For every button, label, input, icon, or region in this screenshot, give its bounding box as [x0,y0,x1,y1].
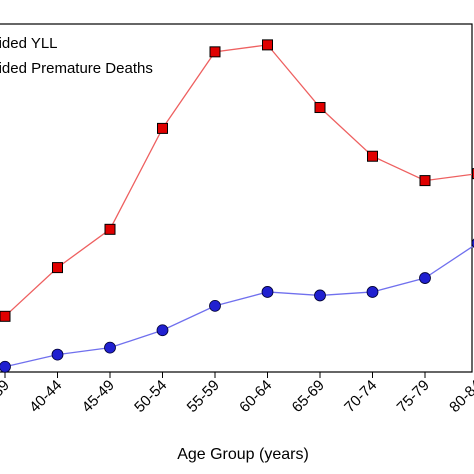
data-point-square [419,175,431,187]
data-point-square [104,223,116,235]
data-point-square [0,310,11,322]
data-point-square [52,262,63,274]
legend: Avoided YLL Avoided Premature Deaths [0,35,153,77]
x-tick-label-65-69: 65-69 [289,377,328,416]
data-point-circle [104,341,116,354]
data-point-circle [314,289,326,302]
data-point-square [472,168,474,180]
plot-frame [0,23,473,373]
x-axis-ticks [4,372,426,378]
legend-label-0: Avoided YLL [0,35,58,52]
data-point-square [367,150,378,162]
x-tick-label-50-54: 50-54 [131,377,170,416]
data-point-circle [419,272,431,284]
x-tick-label-55-59: 55-59 [184,377,223,416]
series-line-1 [4,44,474,317]
data-point-circle [261,286,274,298]
legend-label-1: Avoided Premature Deaths [0,60,153,77]
data-point-circle [51,348,64,361]
series-line-0 [4,244,474,368]
x-axis-title: Age Group (years) [177,446,309,463]
data-point-circle [366,286,379,298]
x-axis-tick-labels: 35-39 40-44 45-49 50-54 55-59 60-64 65-69 70-74… [0,377,474,416]
data-point-square [262,39,273,51]
data-point-square [314,102,326,114]
data-point-circle [156,324,169,337]
x-tick-label-70-74: 70-74 [341,377,380,416]
x-tick-label-75-79: 75-79 [394,377,433,416]
data-point-circle [209,299,221,312]
x-tick-label-45-49: 45-49 [79,377,118,416]
series-layer [0,39,474,373]
data-point-square [209,46,221,58]
x-tick-label-35-39: 35-39 [0,377,13,416]
data-point-square [157,122,168,134]
data-point-circle [0,360,11,373]
x-tick-label-60-64: 60-64 [236,377,275,416]
x-tick-label-80-84: 80-84 [446,377,474,416]
x-tick-label-40-44: 40-44 [26,377,65,416]
